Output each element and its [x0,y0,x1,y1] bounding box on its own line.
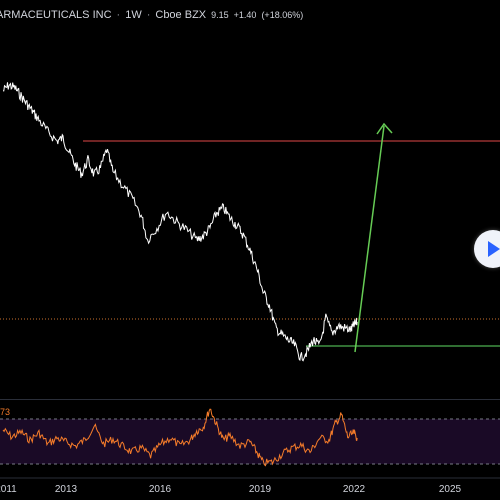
x-tick-label: 2011 [0,484,17,495]
x-tick-label: 2022 [342,484,366,495]
x-tick-label: 2016 [148,484,172,495]
rsi-value-label: 73 [0,407,11,417]
header-separator: · [146,9,151,21]
symbol-name[interactable]: ARMACEUTICALS INC [0,9,112,21]
price-series-line [3,82,358,362]
play-button[interactable] [474,230,500,268]
pane-divider[interactable] [0,399,500,400]
x-tick-label: 2019 [248,484,272,495]
price-change: +1.40 [233,10,257,20]
price-change-percent: (+18.06%) [261,10,304,20]
exchange-label: Cboe BZX [155,9,207,21]
projection-arrow[interactable] [354,122,393,353]
play-icon [488,241,500,257]
interval-label[interactable]: 1W [125,9,142,21]
x-tick-label: 2025 [438,484,462,495]
rsi-series-line [2,408,358,467]
last-price: 9.15 [211,10,229,20]
x-tick-label: 2013 [54,484,78,495]
header-separator: · [116,9,121,21]
chart-header: ARMACEUTICALS INC · 1W · Cboe BZX 9.15 +… [0,6,303,24]
